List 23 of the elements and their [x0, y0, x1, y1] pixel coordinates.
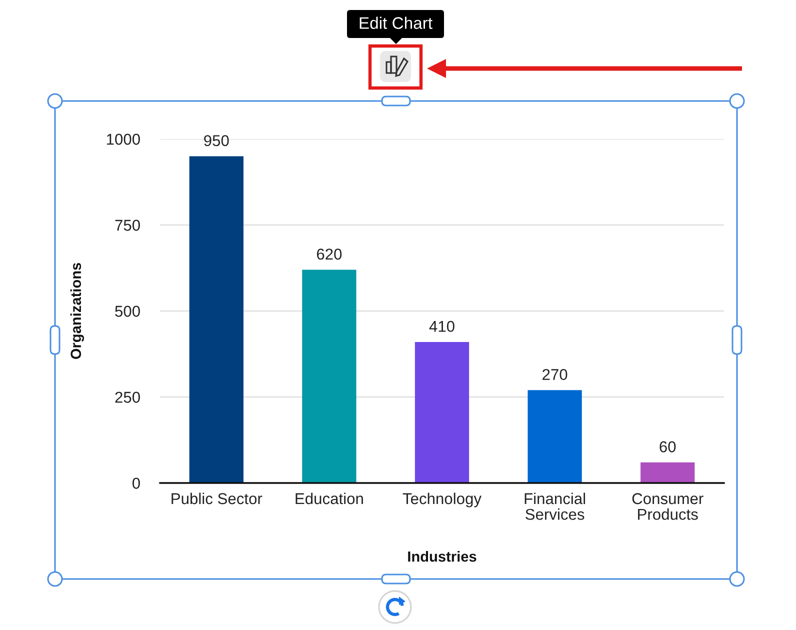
- x-tick-label: Financial Services: [524, 492, 586, 520]
- y-tick-label: 250: [115, 392, 140, 403]
- y-tick-label: 1000: [106, 134, 140, 145]
- data-label: 950: [204, 135, 229, 146]
- y-tick-label: 750: [115, 220, 140, 231]
- x-tick-label: Technology: [402, 492, 482, 508]
- x-tick-label: Public Sector: [172, 492, 262, 504]
- x-axis-title: Industries: [408, 551, 476, 562]
- data-label: 60: [660, 441, 676, 452]
- bar: [189, 156, 244, 483]
- y-axis-title: Organizations: [70, 262, 84, 360]
- data-label: 620: [316, 248, 342, 260]
- text: Edit Chart: [360, 16, 432, 29]
- y-tick-label: 0: [132, 478, 140, 489]
- bar: [640, 462, 695, 483]
- bar: [528, 390, 582, 483]
- bar: [302, 270, 356, 483]
- x-tick-label: Consumer Products: [632, 493, 704, 520]
- x-tick-label: Education: [296, 492, 363, 504]
- data-label: 270: [542, 369, 568, 380]
- y-tick-label: 500: [115, 306, 140, 317]
- bar: [414, 342, 470, 483]
- data-label: 410: [429, 320, 454, 332]
